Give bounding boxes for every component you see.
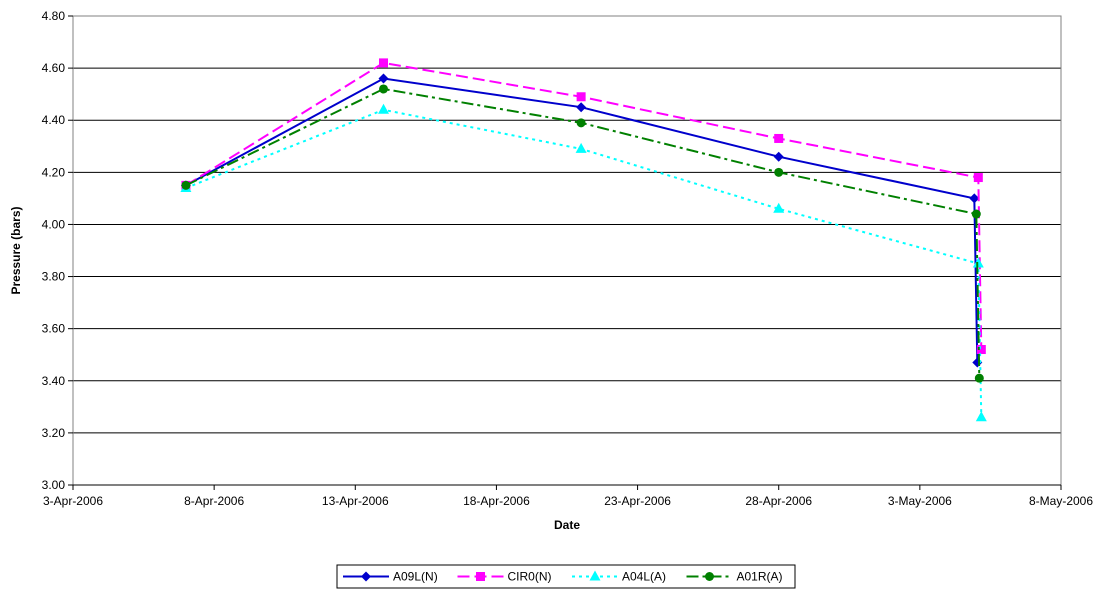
x-tick-label: 3-Apr-2006 [43,494,103,508]
legend-marker-square [476,572,485,581]
legend: A09L(N) CIR0(N) A04L(A) A01R(A) [336,564,796,589]
data-point-circle [974,373,984,383]
y-tick-label: 4.20 [42,165,66,179]
plot-area-frame [72,15,1062,486]
data-point-diamond [773,151,784,162]
y-tick-label: 4.00 [42,217,66,231]
legend-label: CIR0(N) [508,570,552,584]
series-lines [180,58,987,422]
data-point-circle [181,180,191,190]
x-tick-label: 8-May-2006 [1029,494,1093,508]
data-point-triangle [378,103,390,114]
grid-lines [73,15,1061,486]
data-point-circle [379,84,389,94]
data-point-square [576,92,586,102]
data-point-circle [774,167,784,177]
y-tick-label: 4.80 [42,9,66,23]
data-point-square [379,58,389,68]
x-tick-label: 8-Apr-2006 [184,494,244,508]
series-line [185,87,981,379]
legend-label: A09L(N) [393,570,438,584]
series-0 [180,73,983,368]
data-point-circle [576,118,586,128]
y-tick-label: 3.20 [42,426,66,440]
y-axis-ticks: 3.00 3.20 3.40 3.60 3.80 4.00 4.20 4.40 4.60 4.80 [42,9,73,492]
y-axis-title: Pressure (bars) [9,206,23,294]
x-axis-title: Date [554,518,580,532]
legend-label: A04L(A) [622,570,666,584]
data-point-square [973,173,983,183]
data-point-triangle [972,257,984,268]
series-line [185,61,983,350]
series-2 [180,103,987,422]
data-point-triangle [975,411,987,422]
series-line [185,77,979,363]
data-point-diamond [969,193,980,204]
legend-marker-circle [705,572,714,581]
y-tick-label: 3.40 [42,374,66,388]
x-tick-label: 3-May-2006 [888,494,952,508]
data-point-circle [971,209,981,219]
data-point-square [976,345,986,355]
x-tick-label: 28-Apr-2006 [745,494,812,508]
y-tick-label: 4.40 [42,113,66,127]
data-point-triangle [575,142,587,153]
series-1 [181,58,986,355]
data-point-diamond [378,73,389,84]
x-tick-label: 18-Apr-2006 [463,494,530,508]
data-point-diamond [576,102,587,113]
series-3 [181,84,984,383]
data-point-triangle [773,202,785,213]
data-point-square [774,133,784,143]
legend-marker-triangle [589,570,601,581]
x-axis-ticks: 3-Apr-2006 8-Apr-2006 13-Apr-2006 18-Apr-20… [43,484,1093,508]
legend-box [336,564,796,589]
series-line [185,108,983,418]
legend-label: A01R(A) [737,570,783,584]
y-tick-label: 4.60 [42,61,66,75]
x-tick-label: 23-Apr-2006 [604,494,671,508]
y-tick-label: 3.60 [42,322,66,336]
x-tick-label: 13-Apr-2006 [322,494,389,508]
legend-marker-diamond [361,571,371,582]
y-tick-label: 3.80 [42,270,66,284]
y-tick-label: 3.00 [42,478,66,492]
